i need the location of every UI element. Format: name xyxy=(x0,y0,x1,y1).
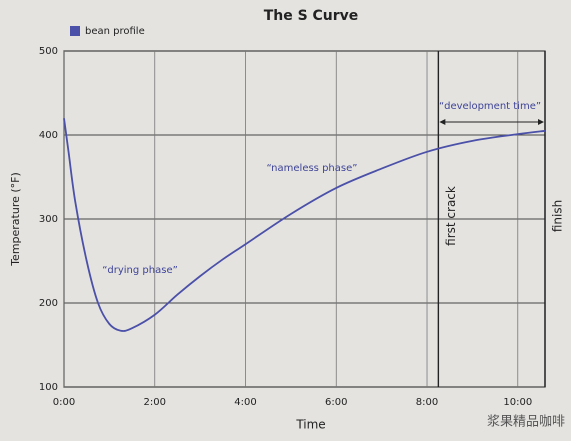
chart-title: The S Curve xyxy=(264,8,359,24)
series-line xyxy=(63,118,546,332)
watermark: 浆果精品咖啡 xyxy=(487,415,565,430)
x-tick-label: 0:00 xyxy=(53,397,75,408)
marker-label: finish xyxy=(551,200,565,232)
legend-swatch xyxy=(70,26,80,36)
y-axis-label: Temperature (°F) xyxy=(9,172,22,267)
x-tick-label: 2:00 xyxy=(144,397,166,408)
legend-label: bean profile xyxy=(85,26,145,37)
y-tick-label: 200 xyxy=(39,298,58,309)
y-tick-label: 300 xyxy=(39,214,58,225)
x-axis-label: Time xyxy=(295,418,325,432)
y-tick-label: 500 xyxy=(39,46,58,57)
x-tick-label: 4:00 xyxy=(234,397,256,408)
annotation: “drying phase” xyxy=(102,265,178,276)
x-tick-label: 8:00 xyxy=(416,397,438,408)
x-tick-label: 6:00 xyxy=(325,397,347,408)
y-tick-label: 400 xyxy=(39,130,58,141)
annotation: “development time” xyxy=(439,101,541,112)
y-tick-label: 100 xyxy=(39,382,58,393)
marker-label: first crack xyxy=(444,186,458,246)
annotation: “nameless phase” xyxy=(267,163,358,174)
x-tick-label: 10:00 xyxy=(503,397,532,408)
